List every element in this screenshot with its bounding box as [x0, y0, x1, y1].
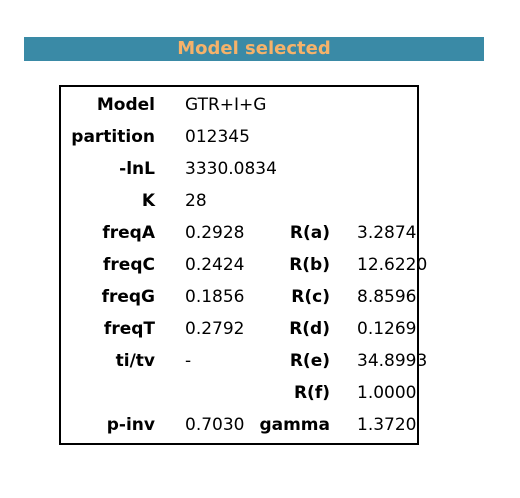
- partition-value: 012345: [185, 127, 250, 147]
- partition-label: partition: [71, 127, 155, 147]
- gamma-value: 1.3720: [357, 415, 416, 435]
- lnl-value: 3330.0834: [185, 159, 277, 179]
- rate-e-label: R(e): [290, 351, 330, 371]
- freqG-value: 0.1856: [185, 287, 244, 307]
- freqC-value: 0.2424: [185, 255, 244, 275]
- freqG-label: freqG: [102, 287, 155, 307]
- freqT-value: 0.2792: [185, 319, 244, 339]
- gamma-label: gamma: [259, 415, 330, 435]
- rate-d-value: 0.1269: [357, 319, 416, 339]
- rate-c-label: R(c): [291, 287, 330, 307]
- pinv-label: p-inv: [107, 415, 155, 435]
- freqT-label: freqT: [104, 319, 155, 339]
- model-summary-panel: Model GTR+I+G partition 012345 -lnL 3330…: [59, 85, 419, 445]
- freqA-label: freqA: [102, 223, 155, 243]
- rate-a-label: R(a): [290, 223, 330, 243]
- rate-f-label: R(f): [294, 383, 330, 403]
- freqC-label: freqC: [103, 255, 155, 275]
- lnl-label: -lnL: [119, 159, 155, 179]
- panel-title: Model selected: [24, 37, 484, 61]
- rate-d-label: R(d): [289, 319, 330, 339]
- model-label: Model: [97, 95, 155, 115]
- rate-f-value: 1.0000: [357, 383, 416, 403]
- titv-label: ti/tv: [116, 351, 155, 371]
- model-value: GTR+I+G: [185, 95, 266, 115]
- rate-a-value: 3.2874: [357, 223, 416, 243]
- freqA-value: 0.2928: [185, 223, 244, 243]
- rate-e-value: 34.8993: [357, 351, 427, 371]
- pinv-value: 0.7030: [185, 415, 244, 435]
- k-value: 28: [185, 191, 207, 211]
- rate-b-label: R(b): [289, 255, 330, 275]
- k-label: K: [142, 191, 155, 211]
- rate-c-value: 8.8596: [357, 287, 416, 307]
- rate-b-value: 12.6220: [357, 255, 427, 275]
- titv-value: -: [185, 351, 191, 371]
